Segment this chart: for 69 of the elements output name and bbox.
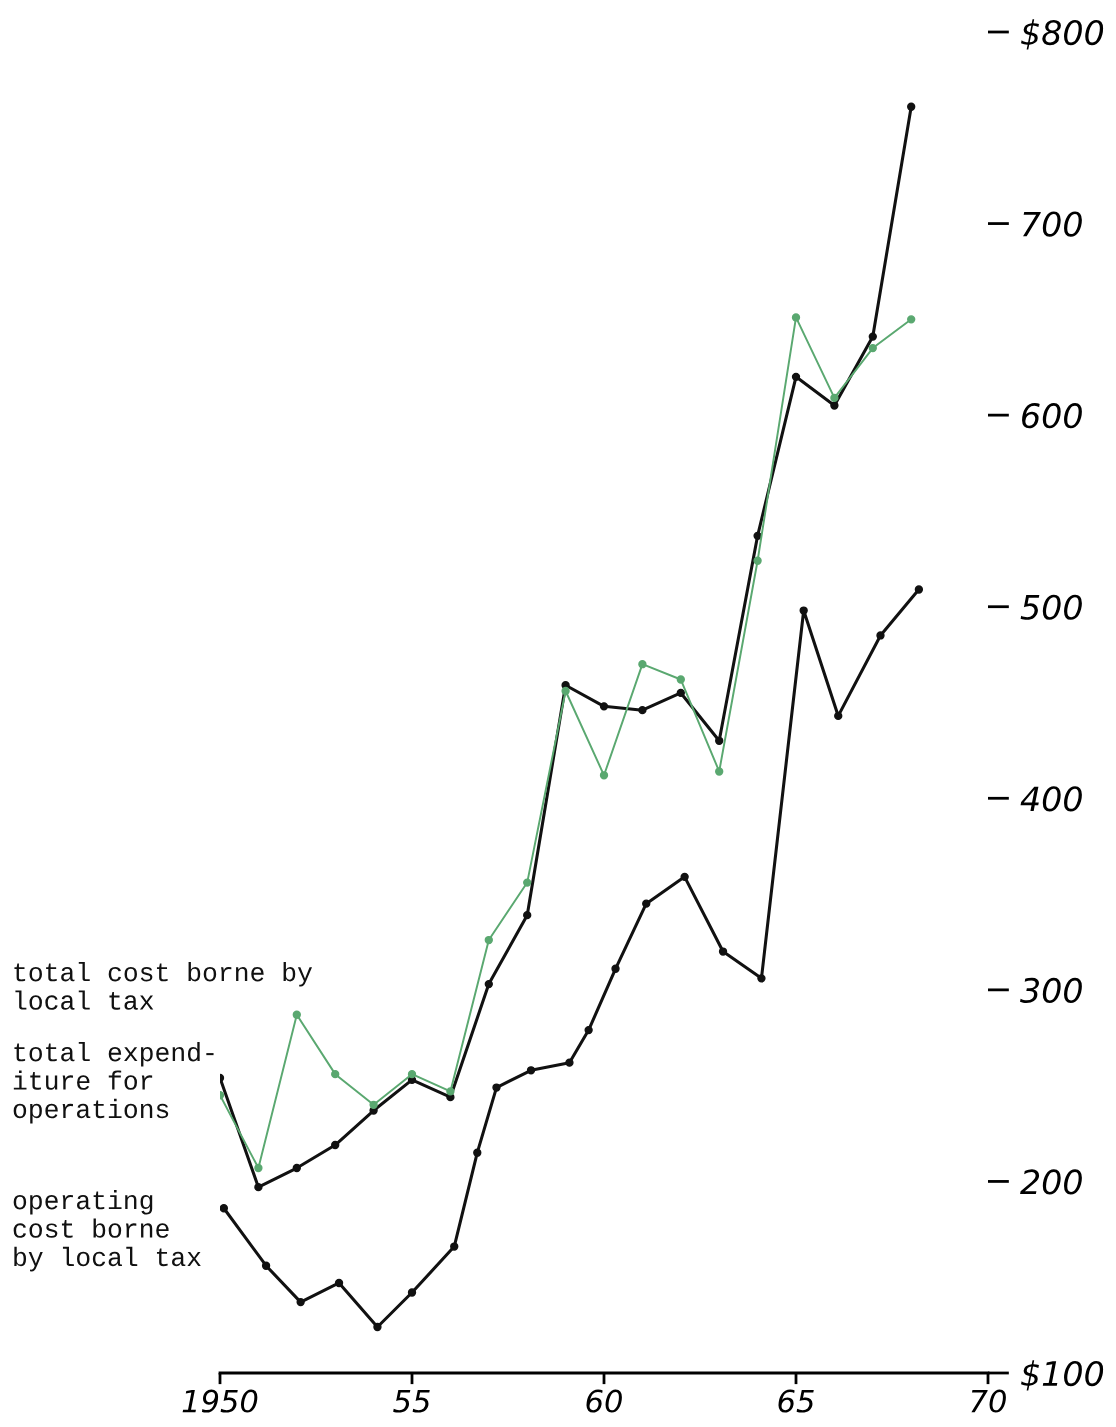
point	[907, 102, 916, 111]
point	[492, 1083, 501, 1092]
point	[914, 585, 924, 594]
point	[715, 767, 724, 776]
point	[565, 1058, 574, 1067]
point	[331, 1140, 340, 1150]
point	[292, 1163, 301, 1173]
point	[718, 947, 728, 956]
series-label: total expend- iture for operations	[13, 1042, 214, 1124]
x-tick-label: 1950	[182, 1389, 258, 1413]
y-tick-label: 500	[1020, 594, 1082, 620]
x-tick-label: 60	[586, 1389, 622, 1413]
point	[331, 1069, 340, 1079]
point	[526, 1066, 536, 1075]
point	[611, 964, 620, 973]
point	[680, 872, 689, 881]
point	[254, 1163, 263, 1173]
point	[715, 736, 724, 745]
point	[876, 631, 885, 640]
point	[334, 1278, 344, 1288]
y-tick-label: $800	[1021, 19, 1104, 50]
point	[757, 974, 766, 983]
point	[369, 1100, 378, 1109]
point	[753, 556, 762, 565]
point	[220, 1204, 229, 1213]
x-tick-label: 55	[393, 1389, 430, 1413]
point	[473, 1148, 482, 1157]
point	[799, 606, 808, 615]
point	[868, 343, 877, 353]
point	[638, 705, 647, 715]
point	[791, 313, 801, 322]
y-tick-label: 400	[1020, 786, 1082, 812]
series-label: total cost borne by local tax	[14, 962, 313, 1010]
y-tick-label: 200	[1020, 1169, 1082, 1195]
point	[450, 1242, 459, 1251]
point	[254, 1183, 263, 1192]
point	[868, 332, 877, 341]
point	[446, 1087, 455, 1096]
point	[676, 688, 685, 698]
y-tick-label: $100	[1021, 1360, 1104, 1391]
y-tick-label: 300	[1020, 977, 1082, 1003]
point	[830, 401, 839, 410]
point	[791, 372, 801, 381]
y-tick-label: 600	[1022, 403, 1082, 429]
point	[584, 1025, 593, 1035]
point	[523, 878, 532, 887]
point	[830, 393, 839, 403]
point	[523, 910, 532, 920]
point	[638, 660, 647, 669]
x-tick-label: 65	[778, 1389, 814, 1413]
y-tick-label: 700	[1023, 211, 1082, 237]
point	[407, 1069, 417, 1079]
point	[753, 531, 762, 541]
point	[599, 702, 609, 711]
x-tick-label: 70	[971, 1389, 1006, 1413]
point	[642, 899, 651, 908]
point	[561, 686, 570, 696]
point	[484, 935, 493, 945]
point	[292, 1010, 301, 1019]
point	[407, 1288, 417, 1297]
point	[373, 1322, 382, 1332]
point	[599, 771, 609, 780]
point	[907, 315, 916, 324]
point	[676, 675, 685, 684]
point	[484, 979, 493, 989]
point	[261, 1261, 271, 1270]
series-label: operating cost borne by local tax	[13, 1190, 201, 1272]
point	[296, 1297, 305, 1307]
point	[834, 711, 843, 721]
